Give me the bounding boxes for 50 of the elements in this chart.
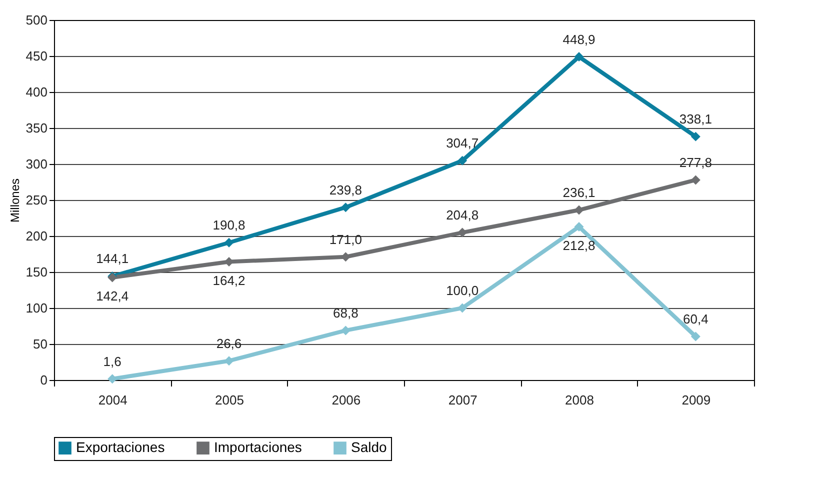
y-tick-label: 0 (40, 372, 48, 388)
point (340, 326, 350, 336)
x-tick-label: 2007 (448, 392, 478, 408)
point (340, 202, 350, 212)
data-label: 164,2 (212, 272, 246, 288)
point (574, 205, 584, 215)
legend-label: Saldo (351, 439, 388, 456)
legend-label: Exportaciones (76, 439, 165, 456)
y-tick-label: 500 (26, 12, 48, 28)
point (224, 238, 234, 248)
y-tick-label: 350 (26, 120, 48, 136)
legend-label: Importaciones (214, 439, 302, 456)
y-tick-label: 400 (26, 84, 48, 100)
point (458, 228, 468, 238)
data-label: 212,8 (562, 238, 596, 253)
y-tick-label: 150 (26, 264, 48, 280)
point (574, 52, 584, 62)
data-label: 204,8 (446, 208, 479, 223)
data-label: 190,8 (212, 218, 246, 233)
data-label: 142,4 (96, 288, 129, 304)
data-label: 1,6 (103, 354, 122, 369)
y-tick-label: 250 (26, 192, 48, 208)
point (690, 332, 700, 342)
data-label: 338,1 (679, 112, 712, 127)
x-tick-label: 2009 (682, 392, 711, 408)
y-tick-label: 100 (26, 300, 48, 316)
x-tick-label: 2006 (332, 392, 361, 408)
data-label: 239,8 (329, 182, 362, 198)
point (574, 222, 584, 232)
y-axis-title: Millones (8, 178, 22, 223)
data-label: 144,1 (96, 251, 129, 266)
point (108, 374, 118, 384)
y-tick-label: 450 (26, 48, 48, 64)
point (690, 132, 700, 142)
point (458, 303, 468, 313)
point (458, 156, 468, 166)
x-tick-label: 2004 (98, 392, 128, 408)
x-tick-label: 2008 (565, 392, 594, 408)
data-label: 100,0 (446, 283, 479, 298)
y-tick-label: 50 (33, 336, 48, 352)
y-tick-label: 300 (26, 156, 48, 172)
data-label: 68,8 (333, 305, 358, 320)
data-label: 304,7 (446, 136, 479, 151)
point (224, 356, 234, 366)
data-label: 60,4 (683, 312, 708, 327)
data-label: 236,1 (562, 185, 596, 200)
point (690, 175, 700, 185)
data-label: 448,9 (562, 32, 596, 47)
y-tick-label: 200 (26, 228, 48, 244)
x-tick-label: 2005 (215, 392, 244, 408)
